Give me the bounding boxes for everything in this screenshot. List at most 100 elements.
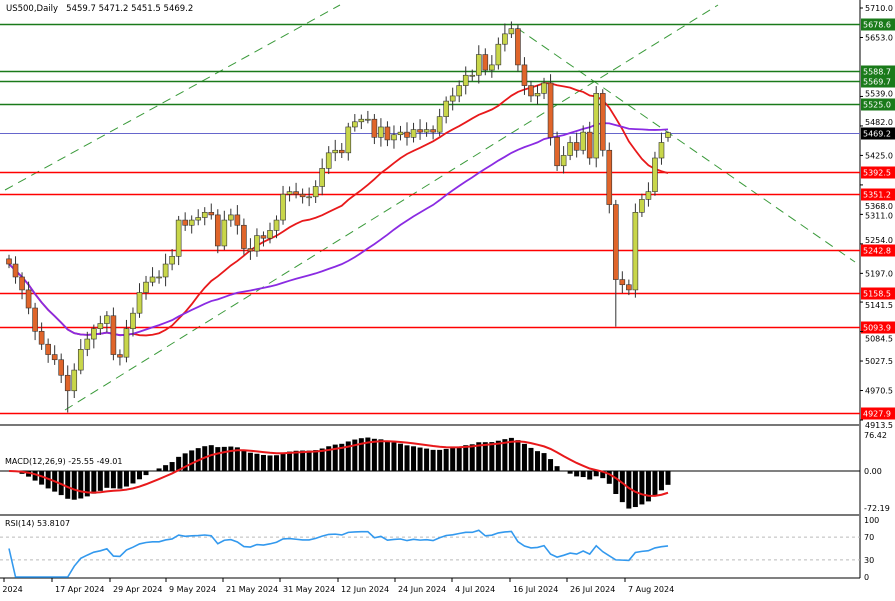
trendline (516, 27, 856, 263)
level-label: 4927.9 (863, 410, 891, 419)
bull-candle (560, 155, 567, 167)
bull-candle (580, 131, 586, 151)
macd-bar (65, 471, 71, 499)
bull-candle (378, 126, 384, 138)
bull-candle (201, 212, 208, 218)
bear-candle (613, 204, 619, 280)
macd-bar (626, 471, 632, 509)
chart-header: US500,Daily 5459.7 5471.2 5451.5 5469.2 (6, 4, 193, 14)
bull-candle (71, 369, 78, 392)
macd-label: MACD(12,26,9) -25.55 -49.01 (5, 457, 123, 466)
macd-bar (156, 468, 162, 471)
bull-candle (352, 121, 358, 128)
macd-bar (247, 452, 253, 471)
macd-bar (358, 438, 364, 471)
bull-candle (130, 312, 136, 330)
bull-candle (632, 212, 639, 291)
bear-candle (299, 193, 306, 198)
bear-candle (528, 85, 534, 97)
bull-candle (332, 149, 339, 154)
macd-bar (665, 471, 671, 485)
bull-candle (286, 191, 293, 195)
macd-bar (535, 451, 541, 471)
macd-bar (574, 471, 580, 477)
macd-bar (593, 471, 599, 477)
macd-bar (280, 453, 286, 471)
macd-bar (417, 447, 423, 471)
level-label: 5158.5 (863, 290, 891, 299)
y-tick-label: 5197.0 (865, 269, 893, 278)
macd-bar (541, 453, 547, 471)
bull-candle (469, 74, 476, 77)
bull-candle (495, 43, 502, 66)
bear-candle (260, 235, 267, 239)
bull-candle (325, 152, 332, 169)
bear-candle (547, 82, 554, 138)
rsi-line (8, 529, 669, 578)
rsi-tick-label: 30 (864, 556, 874, 565)
macd-tick-label: 0.00 (864, 467, 882, 476)
bear-candle (51, 354, 58, 361)
bull-candle (410, 129, 417, 138)
y-tick-label: 5710.0 (865, 4, 893, 13)
level-tag (861, 287, 895, 300)
level-tag (861, 127, 895, 140)
macd-bar (632, 471, 638, 508)
y-tick-label: 5482.0 (865, 118, 893, 127)
macd-bar (208, 445, 214, 471)
y-tick-label: 4913.5 (865, 421, 893, 430)
bull-candle (358, 118, 365, 123)
macd-bar (580, 471, 586, 478)
macd-bar (287, 451, 293, 471)
macd-tick-label: 76.42 (864, 431, 887, 440)
bear-candle (430, 129, 436, 133)
bull-candle (123, 328, 130, 358)
rsi-tick-label: 70 (864, 533, 874, 542)
bull-candle (273, 219, 280, 231)
bull-candle (280, 193, 286, 221)
bear-candle (293, 191, 299, 195)
x-tick-label: 7 Aug 2024 (628, 585, 674, 594)
bull-candle (456, 85, 463, 97)
macd-bar (260, 454, 266, 471)
macd-bar (130, 471, 136, 484)
level-label: 5351.2 (863, 191, 891, 200)
macd-bar (267, 455, 273, 471)
macd-bar (274, 455, 280, 471)
macd-bar (169, 462, 175, 471)
macd-bar (365, 437, 371, 471)
bull-candle (391, 134, 397, 141)
level-tag (861, 244, 895, 257)
bull-candle (228, 214, 234, 221)
close-value: 5469.2 (163, 4, 194, 14)
bull-candle (502, 33, 508, 45)
bull-candle (397, 131, 404, 136)
y-tick-label: 5141.5 (865, 301, 893, 310)
macd-bar (384, 441, 390, 471)
x-tick-label: 4 Jul 2024 (455, 585, 495, 594)
macd-bar (443, 448, 449, 471)
bull-candle (652, 157, 658, 192)
bull-candle (221, 219, 228, 247)
macd-tick-label: -72.19 (864, 504, 890, 513)
bull-candle (188, 219, 195, 226)
level-tag (861, 188, 895, 201)
level-tag (861, 98, 895, 111)
bull-candle (149, 276, 156, 283)
bull-candle (97, 323, 104, 330)
bull-candle (475, 54, 482, 76)
bull-candle (254, 235, 260, 252)
high-value: 5471.2 (98, 4, 129, 14)
bear-candle (58, 359, 64, 376)
level-label: 5525.0 (863, 101, 891, 110)
bear-candle (371, 118, 378, 138)
macd-bar (78, 471, 84, 499)
moving-average-20 (8, 82, 669, 337)
bull-candle (104, 315, 110, 324)
macd-bar (104, 471, 110, 488)
macd-bar (554, 466, 560, 471)
bear-candle (586, 131, 593, 159)
bull-candle (156, 276, 162, 279)
macd-bar (254, 453, 260, 471)
